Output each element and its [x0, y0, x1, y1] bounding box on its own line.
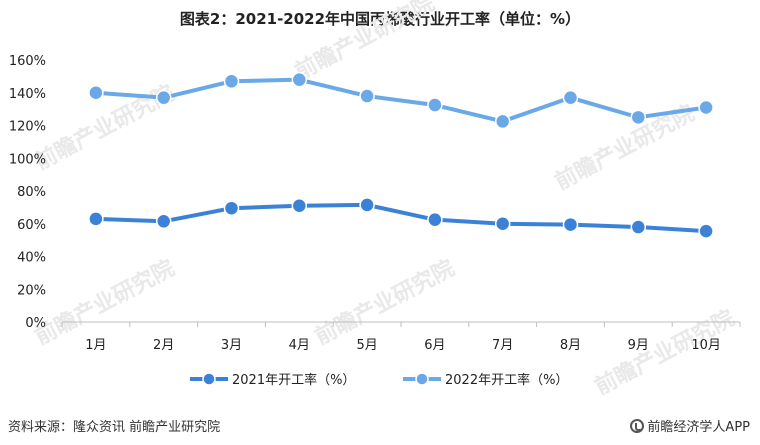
- x-tick-label: 9月: [628, 338, 649, 353]
- data-point: [698, 99, 714, 116]
- y-tick-label: 0%: [25, 316, 46, 331]
- y-tick-label: 100%: [9, 152, 46, 167]
- x-tick-label: 2月: [153, 338, 174, 353]
- y-tick-label: 40%: [17, 251, 46, 266]
- x-tick-label: 7月: [492, 338, 513, 353]
- series-line: [93, 77, 709, 124]
- data-point: [359, 88, 375, 104]
- x-tick-label: 5月: [356, 338, 377, 353]
- data-point: [223, 73, 240, 90]
- legend: 2021年开工率（%） 2022年开工率（%）: [190, 372, 568, 388]
- data-point: [155, 213, 172, 230]
- data-point: [291, 197, 308, 214]
- data-point: [88, 85, 104, 101]
- x-tick-label: 8月: [560, 338, 581, 353]
- legend-label: 2021年开工率（%）: [232, 372, 355, 388]
- data-point: [562, 216, 579, 233]
- legend-swatch-marker: [202, 372, 216, 386]
- series-layer: [88, 71, 714, 239]
- data-point: [223, 200, 240, 216]
- watermark-text: 前瞻产业研究院: [31, 255, 179, 350]
- data-point: [291, 71, 308, 88]
- y-tick-label: 160%: [9, 54, 46, 69]
- data-point: [427, 211, 443, 228]
- data-point: [562, 89, 579, 106]
- brand-logo-icon: [630, 418, 645, 433]
- chart-title: 图表2：2021-2022年中国丙烯酸行业开工率（单位：%）: [179, 10, 581, 28]
- legend-label: 2022年开工率（%）: [445, 372, 568, 388]
- data-point: [359, 197, 375, 213]
- y-tick-label: 20%: [17, 283, 46, 298]
- watermark-text: 前瞻产业研究院: [311, 255, 459, 350]
- data-point: [494, 113, 511, 130]
- x-tick-label: 10月: [691, 338, 721, 353]
- y-tick-label: 140%: [9, 87, 46, 102]
- brand-name: 前瞻经济学人APP: [647, 420, 750, 435]
- y-tick-label: 80%: [17, 185, 46, 200]
- data-point: [88, 211, 104, 227]
- y-axis: 0% 20% 40% 60% 80% 100% 120% 140% 160%: [9, 54, 46, 331]
- x-tick-label: 6月: [424, 338, 445, 353]
- x-tick-label: 3月: [221, 338, 242, 353]
- series-1: [88, 197, 714, 239]
- x-axis: 1月 2月 3月 4月 5月 6月 7月 8月 9月 10月: [61, 321, 741, 353]
- data-point: [630, 219, 647, 235]
- x-tick-label: 1月: [85, 338, 106, 353]
- data-point: [698, 223, 714, 239]
- data-point: [630, 109, 647, 126]
- data-point: [427, 97, 443, 113]
- brand-footer: 前瞻经济学人APP: [630, 416, 750, 435]
- y-tick-label: 60%: [17, 218, 46, 233]
- y-tick-label: 120%: [9, 120, 46, 135]
- series-line: [93, 202, 709, 234]
- data-point: [155, 89, 172, 106]
- legend-swatch-marker: [415, 372, 429, 386]
- data-point: [494, 216, 511, 232]
- source-note: 资料来源：隆众资讯 前瞻产业研究院: [8, 420, 221, 435]
- watermark-text: 前瞻产业研究院: [291, 0, 439, 85]
- series-2: [88, 71, 714, 130]
- x-tick-label: 4月: [289, 338, 310, 353]
